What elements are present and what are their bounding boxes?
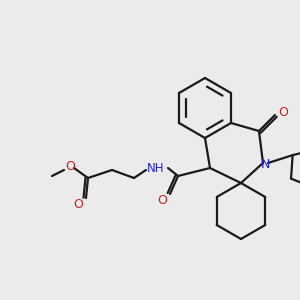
Text: O: O: [65, 160, 75, 173]
Text: NH: NH: [147, 161, 165, 175]
Text: O: O: [157, 194, 167, 206]
Text: N: N: [260, 158, 270, 170]
Text: O: O: [278, 106, 288, 118]
Text: O: O: [73, 197, 83, 211]
